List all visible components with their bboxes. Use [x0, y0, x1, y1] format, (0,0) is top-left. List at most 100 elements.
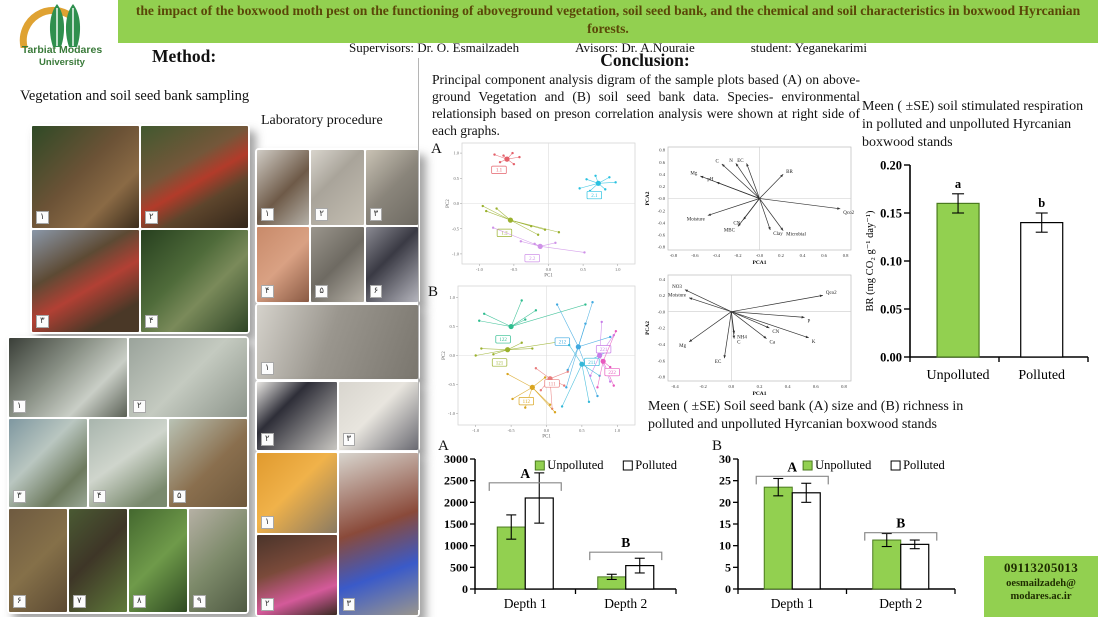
svg-text:CN: CN [733, 222, 740, 227]
photo-number-badge: ۲ [315, 208, 328, 221]
tmu-logo: Tarbiat Modares University [6, 2, 118, 72]
respiration-caption: Meen ( ±SE) soil stimulated respiration … [862, 99, 1084, 151]
photo-number-badge: ۵ [173, 490, 186, 504]
svg-text:b: b [1038, 196, 1045, 210]
photo-number-badge: ۳ [13, 490, 26, 504]
pca-scatter-seedbank: -1.0 -0.5 0.0 0.5 1.0 -1.0 -0.5 0.0 0.5 1.0 PC1 PC2… [440, 281, 640, 440]
svg-text:Moisture: Moisture [668, 293, 687, 298]
svg-text:Polluted: Polluted [1018, 368, 1065, 383]
photo-number-badge: ۶ [13, 595, 26, 608]
svg-text:BR (mg CO₂ g⁻¹ day⁻¹): BR (mg CO₂ g⁻¹ day⁻¹) [865, 210, 876, 311]
photo-tile: ۲ [141, 126, 248, 228]
photo-number-badge: ۲ [145, 211, 158, 224]
svg-text:0: 0 [725, 582, 731, 596]
photo-tile: ۳ [365, 150, 418, 225]
contact-box: 09113205013 oesmailzadeh@ modares.ac.ir [984, 556, 1098, 617]
svg-text:-0.0: -0.0 [756, 253, 764, 258]
conclusion-paragraph: Principal component analysis digram of t… [432, 72, 860, 139]
svg-text:222: 222 [608, 371, 616, 376]
svg-text:-0.4: -0.4 [713, 253, 721, 258]
svg-text:-0.5: -0.5 [508, 428, 516, 433]
svg-text:0: 0 [462, 582, 468, 596]
svg-text:0.2: 0.2 [778, 253, 784, 258]
svg-text:pH: pH [707, 178, 714, 183]
photo-number-badge: ۴ [145, 315, 158, 328]
photo-number-badge: ۲ [261, 598, 274, 611]
advisors-text: Avisors: Dr. A.Nouraie [575, 39, 695, 55]
svg-text:122: 122 [499, 338, 507, 343]
svg-text:N: N [729, 159, 733, 164]
photo-tile: ۹ [189, 509, 247, 612]
svg-text:0.6: 0.6 [659, 160, 665, 165]
photo-number-badge: ۳ [342, 598, 356, 611]
photo-tile: ۱ [257, 305, 418, 379]
svg-text:-1.0: -1.0 [476, 267, 484, 272]
svg-text:2.1: 2.1 [591, 194, 598, 199]
logo-line2: University [39, 57, 85, 68]
svg-text:-0.2: -0.2 [658, 208, 666, 213]
svg-text:A: A [787, 459, 797, 474]
svg-text:Microbial: Microbial [786, 233, 806, 238]
svg-text:B: B [896, 516, 905, 531]
svg-text:Clay: Clay [773, 232, 783, 237]
svg-text:0.6: 0.6 [821, 253, 827, 258]
svg-text:0.0: 0.0 [546, 267, 552, 272]
lab-collage-2: ۱ ۲ ۳ [255, 451, 420, 617]
svg-text:A: A [520, 466, 530, 481]
svg-text:-0.5: -0.5 [452, 226, 460, 231]
svg-text:Qco2: Qco2 [843, 211, 854, 216]
svg-text:1.0: 1.0 [454, 151, 460, 156]
photo-tile: ۷ [69, 509, 127, 612]
svg-text:0.15: 0.15 [880, 207, 902, 221]
panel-a-label: A [431, 141, 442, 157]
supervisors-text: Supervisors: Dr. O. Esmailzadeh [349, 39, 520, 55]
photo-tile: ۶ [365, 227, 418, 302]
svg-text:0.05: 0.05 [880, 303, 902, 317]
svg-text:P: P [808, 319, 811, 324]
pca-scatter-vegetation: -1.0 -0.5 0.0 0.5 1.0 -1.0 -0.5 0.0 0.5 1.0 PC1 PC2… [444, 138, 640, 279]
svg-text:K: K [812, 340, 816, 345]
contact-email-1[interactable]: oesmailzadeh@ [1006, 578, 1076, 589]
svg-text:0.8: 0.8 [843, 253, 849, 258]
svg-text:0.8: 0.8 [841, 384, 847, 389]
photo-number-badge: ۷ [73, 595, 86, 608]
svg-text:-0.0: -0.0 [658, 309, 666, 314]
photo-tile: ۱ [257, 150, 310, 225]
contact-email-2[interactable]: modares.ac.ir [1010, 591, 1072, 602]
poster-title: the impact of the boxwood moth pest on t… [135, 3, 1081, 37]
svg-text:-0.5: -0.5 [448, 382, 456, 387]
svg-text:0.8: 0.8 [659, 148, 665, 153]
photo-number-badge: ۸ [133, 595, 146, 608]
svg-text:0.6: 0.6 [813, 384, 819, 389]
svg-text:0.10: 0.10 [880, 255, 902, 269]
method-heading: Method: [152, 46, 217, 66]
svg-text:MBC: MBC [724, 228, 736, 233]
svg-text:PC1: PC1 [542, 435, 551, 440]
svg-text:1.1: 1.1 [496, 169, 503, 174]
tmu-logo-emblem [19, 4, 81, 51]
svg-text:Depth 1: Depth 1 [504, 596, 547, 611]
pca-biplot-vegetation: -0.8 -0.6 -0.4 -0.2 -0.0 0.2 0.4 0.6 0.8 -0.8 -0.6… [642, 142, 860, 266]
photo-tile: ۲ [311, 150, 364, 225]
svg-text:-0.4: -0.4 [671, 384, 679, 389]
bar-b-label: B [712, 438, 723, 454]
conclusion-heading: Conclusion: [600, 50, 690, 70]
svg-text:-0.2: -0.2 [734, 253, 742, 258]
svg-text:C: C [737, 341, 741, 346]
photo-tile: ۲ [257, 382, 337, 450]
svg-text:211: 211 [588, 361, 596, 366]
photo-tile: ۳ [338, 382, 418, 450]
svg-text:PC1: PC1 [544, 274, 553, 279]
svg-text:2000: 2000 [444, 495, 468, 509]
svg-text:-0.6: -0.6 [658, 233, 666, 238]
svg-text:NH4: NH4 [737, 336, 747, 341]
photo-number-badge: ۱ [261, 208, 274, 221]
svg-text:C: C [715, 159, 719, 164]
photo-tile: ۶ [9, 509, 67, 612]
photo-number-badge: ۳ [342, 433, 356, 446]
photo-tile: ۱ [9, 338, 127, 417]
svg-text:PCA2: PCA2 [645, 191, 651, 205]
contact-phone: 09113205013 [1003, 560, 1079, 575]
bar-a-label: A [438, 438, 449, 454]
svg-text:-1.0: -1.0 [452, 252, 460, 257]
